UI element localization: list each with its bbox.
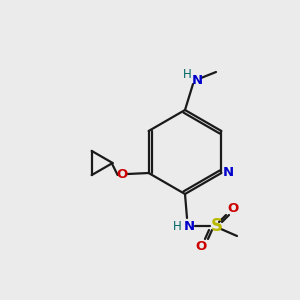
Text: H: H (172, 220, 182, 232)
Text: N: N (191, 74, 203, 86)
Text: H: H (183, 68, 191, 80)
Text: N: N (183, 220, 195, 232)
Text: N: N (223, 167, 234, 179)
Text: S: S (211, 217, 223, 235)
Text: O: O (227, 202, 239, 214)
Text: O: O (195, 241, 207, 254)
Text: O: O (116, 169, 127, 182)
